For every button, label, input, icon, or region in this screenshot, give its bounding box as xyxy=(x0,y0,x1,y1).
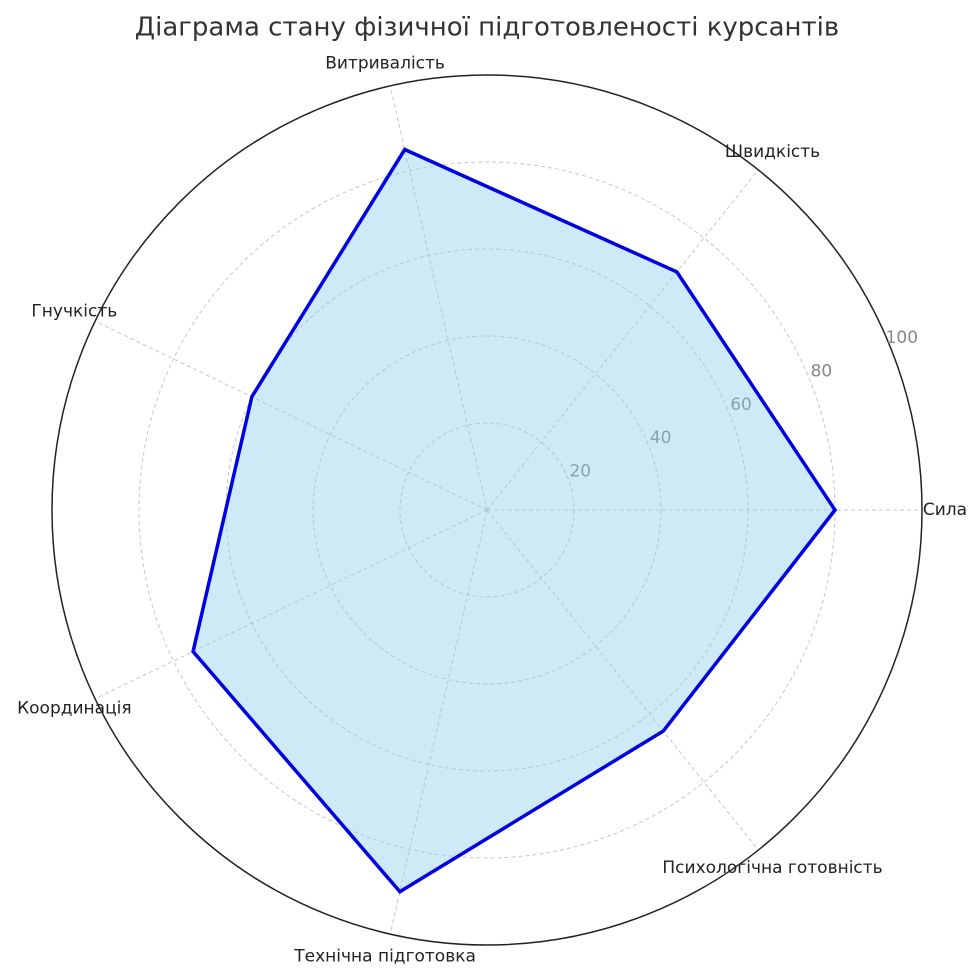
axis-label: Психологічна готовність xyxy=(662,858,882,878)
grid-spoke xyxy=(94,320,488,511)
axis-label: Координація xyxy=(17,699,132,719)
r-tick-label: 40 xyxy=(650,428,672,448)
grid-spoke xyxy=(389,85,488,511)
grid-spoke xyxy=(389,509,488,935)
outer-frame xyxy=(51,74,923,946)
axis-label: Витривалість xyxy=(325,53,445,73)
grid-spoke xyxy=(486,509,759,851)
axis-label: Швидкість xyxy=(725,142,820,162)
grid-ring xyxy=(312,335,662,685)
r-tick-label: 80 xyxy=(811,361,833,381)
axis-label: Гнучкість xyxy=(31,301,117,321)
grid-spoke xyxy=(486,169,759,511)
chart-title: Діаграма стану фізичної підготовленості … xyxy=(135,13,839,43)
r-tick-label: 60 xyxy=(730,395,752,415)
r-tick-label: 20 xyxy=(569,461,591,481)
r-tick-label: 100 xyxy=(886,328,918,348)
grid-spoke xyxy=(94,509,488,700)
series-area xyxy=(191,147,838,894)
axis-label: Сила xyxy=(923,500,967,520)
axis-label: Технічна підготовка xyxy=(293,947,476,964)
